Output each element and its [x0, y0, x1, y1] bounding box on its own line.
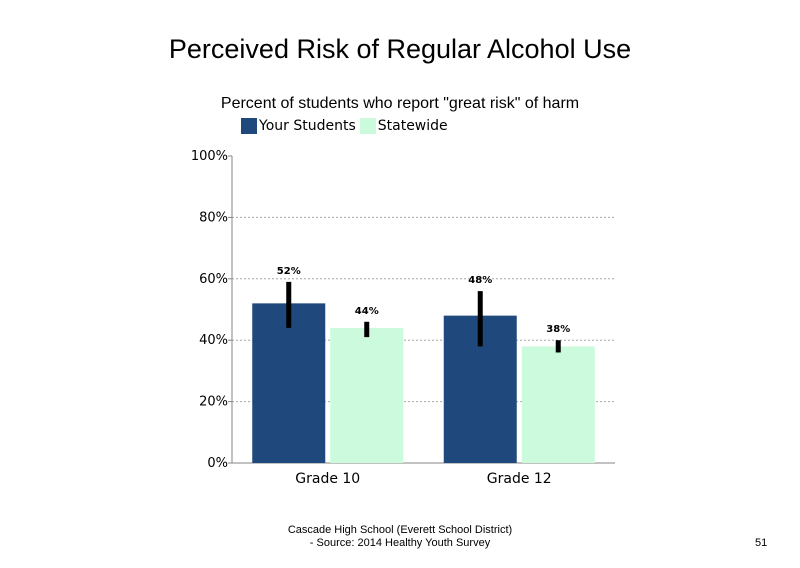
- footer-source: Cascade High School (Everett School Dist…: [230, 524, 570, 550]
- legend-label-your-students: Your Students: [259, 118, 356, 134]
- y-tick-label: 100%: [191, 149, 228, 164]
- y-tick-label: 20%: [199, 395, 228, 410]
- footer-line-1: Cascade High School (Everett School Dist…: [287, 524, 513, 536]
- legend-swatch-your-students: [241, 118, 257, 134]
- chart-legend: Your Students Statewide: [241, 118, 452, 134]
- legend-item-your-students: Your Students: [241, 118, 356, 134]
- legend-item-statewide: Statewide: [359, 118, 448, 134]
- legend-swatch-statewide: [359, 118, 376, 134]
- bar: [330, 327, 404, 463]
- data-label: 44%: [355, 306, 379, 317]
- bar: [252, 303, 326, 463]
- y-tick-label: 0%: [207, 456, 228, 471]
- y-tick-label: 40%: [199, 333, 228, 348]
- y-tick-label: 60%: [199, 272, 228, 287]
- data-label: 38%: [546, 324, 570, 335]
- data-label: 52%: [277, 266, 301, 277]
- legend-label-statewide: Statewide: [377, 118, 448, 134]
- x-tick-label: Grade 10: [295, 471, 360, 487]
- y-tick-label: 80%: [199, 210, 228, 225]
- bar: [521, 346, 595, 463]
- page-number: 51: [755, 537, 768, 549]
- chart-title: Perceived Risk of Regular Alcohol Use: [168, 34, 632, 64]
- x-tick-label: Grade 12: [487, 471, 552, 487]
- chart-subtitle: Percent of students who report "great ri…: [220, 95, 580, 112]
- data-label: 48%: [468, 275, 492, 286]
- footer-line-2: - Source: 2014 Healthy Youth Survey: [309, 537, 491, 549]
